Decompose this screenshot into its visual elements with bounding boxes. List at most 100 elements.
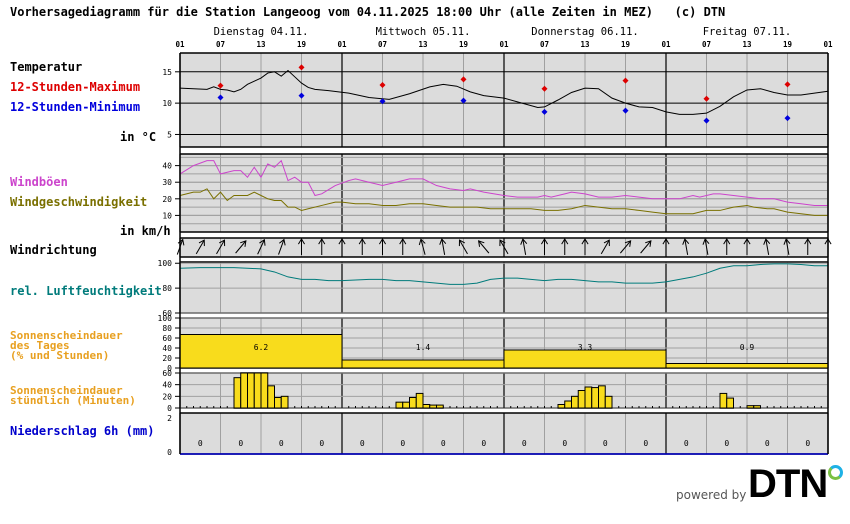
sunshine-hourly-bar (422, 404, 431, 409)
wind-arrow-icon (763, 238, 771, 255)
wind-arrow-icon (600, 239, 610, 255)
hour-tick-label: 01 (661, 40, 671, 49)
sunshine-hourly-bar (584, 386, 593, 409)
day-label: Mittwoch 05.11. (376, 26, 471, 38)
precip-value: 0 (279, 439, 284, 448)
wind-arrow-icon (783, 238, 791, 255)
precip-value: 0 (603, 439, 608, 448)
sunshine-hourly-bar (719, 392, 728, 409)
precip-value: 0 (481, 439, 486, 448)
y-tick-label: 30 (162, 178, 172, 187)
y-tick-label: 80 (162, 284, 172, 293)
label-min12: 12-Stunden-Minimum (10, 100, 141, 114)
precip-value: 0 (522, 439, 527, 448)
sunshine-hourly-bar (557, 404, 566, 409)
precip-value: 0 (441, 439, 446, 448)
y-tick-label: 100 (158, 259, 173, 268)
y-tick-label: 2 (167, 414, 172, 423)
sunshine-daily-value: 6.2 (254, 343, 269, 352)
sunshine-hourly-bar (746, 405, 755, 409)
min-marker (298, 92, 305, 99)
y-tick-label: 10 (162, 99, 172, 108)
y-tick-label: 40 (162, 381, 172, 390)
y-tick-label: 40 (162, 344, 172, 353)
wind-arrow-icon (561, 238, 569, 255)
wind-arrow-icon (195, 239, 205, 255)
sunshine-hourly-bar (753, 405, 761, 409)
label-sun-daily-3: (% und Stunden) (10, 349, 110, 362)
label-wind-direction: Windrichtung (10, 243, 97, 257)
wind-arrow-icon (804, 238, 812, 255)
precip-value: 0 (360, 439, 365, 448)
y-tick-label: 60 (162, 309, 172, 318)
sunshine-hourly-bar (260, 372, 269, 409)
sunshine-hourly-bar (240, 372, 248, 409)
wind-arrow-icon (418, 238, 426, 255)
max-marker (379, 81, 386, 88)
sunshine-hourly-bar (267, 385, 275, 409)
min-marker (622, 107, 629, 114)
wind-arrow-icon (257, 238, 266, 255)
y-tick-label: 80 (162, 324, 172, 333)
sunshine-hourly-bar (726, 397, 734, 409)
wind-arrow-icon (723, 238, 731, 255)
day-label: Donnerstag 06.11. (531, 26, 638, 38)
precip-value: 0 (562, 439, 567, 448)
y-tick-label: 60 (162, 334, 172, 343)
wind-arrow-icon (682, 238, 690, 255)
hour-tick-label: 13 (742, 40, 752, 49)
y-tick-label: 0 (167, 364, 172, 373)
label-precipitation: Niederschlag 6h (mm) (10, 424, 155, 438)
hour-tick-label: 07 (702, 40, 711, 49)
y-tick-label: 100 (158, 314, 173, 323)
sunshine-hourly-bar (598, 385, 606, 409)
temperature-line (179, 69, 829, 115)
wind-arrow-icon (235, 240, 247, 254)
sunshine-hourly-bar (429, 404, 437, 409)
min-marker (703, 117, 710, 124)
wind-arrow-icon (318, 238, 326, 255)
hour-tick-label: 01 (175, 40, 185, 49)
y-tick-label: 40 (162, 162, 172, 171)
hour-tick-label: 13 (256, 40, 266, 49)
hour-tick-label: 07 (540, 40, 549, 49)
wind-arrow-icon (619, 240, 632, 254)
wind-arrow-icon (662, 238, 670, 255)
wind-arrow-icon (378, 238, 387, 255)
precip-value: 0 (198, 439, 203, 448)
max-marker (460, 76, 467, 83)
sunshine-hourly-bar (280, 395, 289, 409)
wind-arrow-icon (399, 238, 407, 255)
y-tick-label: 20 (162, 195, 172, 204)
wind-speed-line (179, 188, 828, 216)
precip-value: 0 (238, 439, 243, 448)
label-temperature: Temperatur (10, 60, 83, 74)
max-marker (703, 95, 710, 102)
sunshine-daily-bar (503, 349, 667, 369)
hour-tick-label: 07 (378, 40, 387, 49)
y-tick-label: 20 (162, 354, 172, 363)
wind-arrow-icon (458, 239, 468, 255)
label-wind-speed: Windgeschwindigkeit (10, 195, 148, 209)
wind-arrow-icon (358, 238, 366, 255)
hour-tick-label: 19 (297, 40, 307, 49)
precip-value: 0 (319, 439, 324, 448)
y-tick-label: 0 (167, 448, 172, 457)
hour-tick-label: 01 (337, 40, 347, 49)
sunshine-hourly-bar (274, 397, 282, 409)
day-label: Dienstag 04.11. (214, 26, 309, 38)
min-marker (217, 94, 224, 101)
hour-tick-label: 19 (783, 40, 793, 49)
sunshine-hourly-bar (571, 395, 579, 409)
sunshine-hourly-bar (409, 397, 417, 409)
label-sun-hourly-2: stündlich (Minuten) (10, 394, 136, 407)
wind-arrow-icon (338, 238, 346, 255)
powered-by-text: powered by (676, 488, 747, 502)
label-humidity: rel. Luftfeuchtigkeit (10, 284, 162, 298)
max-marker (541, 85, 548, 92)
sunshine-hourly-bar (591, 387, 599, 409)
sunshine-hourly-bar (233, 377, 242, 409)
label-temp-unit: in °C (120, 130, 157, 144)
wind-arrow-icon (520, 238, 528, 255)
sunshine-hourly-bar (395, 401, 404, 409)
